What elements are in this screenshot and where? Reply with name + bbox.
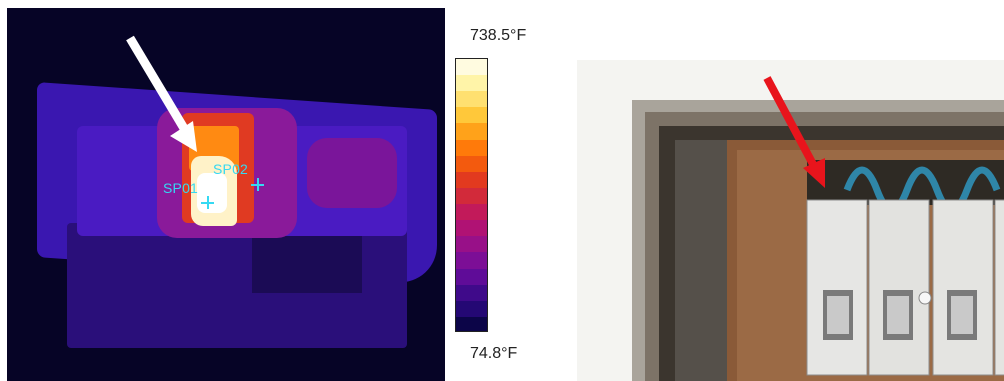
palette-swatch xyxy=(456,220,487,238)
palette-swatch xyxy=(456,284,487,302)
crosshair-icon xyxy=(251,178,264,191)
palette-swatch xyxy=(456,107,487,125)
crosshair-icon xyxy=(201,196,214,209)
palette-swatch xyxy=(456,316,487,331)
photo-image xyxy=(577,60,1004,381)
palette-swatch xyxy=(456,171,487,189)
spot-label-sp01: SP01 xyxy=(163,180,199,196)
palette-swatch xyxy=(456,75,487,93)
enclosure-photo xyxy=(632,76,1004,381)
palette-swatch xyxy=(456,236,487,254)
color-scale-bar xyxy=(455,58,488,332)
palette-swatch xyxy=(456,268,487,286)
palette-swatch xyxy=(456,59,487,77)
palette-swatch xyxy=(456,204,487,222)
warm-region-right xyxy=(307,138,397,208)
thermal-image: SP01 SP02 xyxy=(7,8,445,381)
scale-min-label: 74.8°F xyxy=(470,345,518,362)
palette-swatch xyxy=(456,187,487,206)
palette-swatch xyxy=(456,123,487,141)
arrow-icon xyxy=(126,35,197,152)
palette-swatch xyxy=(456,300,487,318)
scale-max-label: 738.5°F xyxy=(470,27,527,44)
spot-label-sp02: SP02 xyxy=(213,161,249,177)
palette-swatch xyxy=(456,139,487,157)
palette-swatch xyxy=(456,252,487,270)
hottest-spot-inner xyxy=(197,173,227,213)
palette-swatch xyxy=(456,91,487,109)
palette-swatch xyxy=(456,155,487,173)
